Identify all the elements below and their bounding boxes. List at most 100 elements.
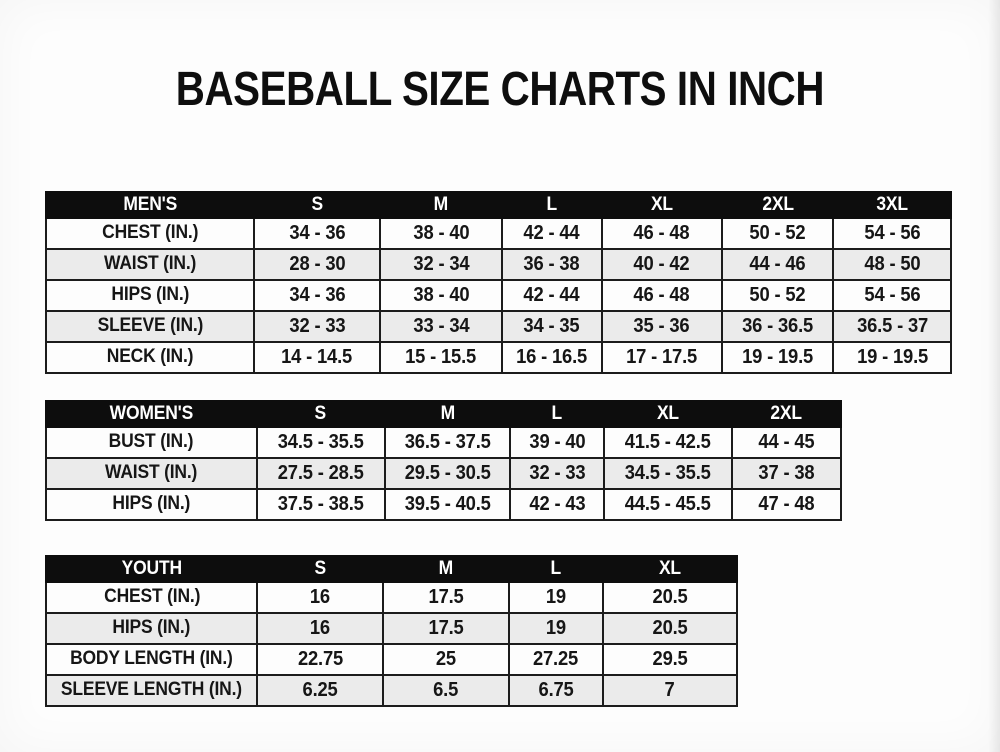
column-header: S (256, 554, 385, 583)
size-value: 38 - 40 (378, 216, 504, 250)
table-row: WAIST (IN.) 28 - 30 32 - 34 36 - 38 40 - 42 4… (44, 247, 952, 281)
size-value: 16 (256, 611, 385, 645)
table-row: HIPS (IN.) 37.5 - 38.5 39.5 - 40.5 42 - 43 4… (45, 487, 842, 521)
size-value: 46 - 48 (600, 278, 724, 312)
table-title-cell: WOMEN'S (45, 399, 258, 428)
size-value: 15 - 15.5 (378, 340, 504, 374)
table-row: CHEST (IN.) 16 17.5 19 20.5 (44, 580, 739, 614)
size-value: 44 - 45 (731, 425, 842, 459)
size-value: 38 - 40 (378, 278, 504, 312)
size-value: 40 - 42 (600, 247, 724, 281)
size-value: 17.5 (382, 611, 510, 645)
header-row: MEN'S S M L XL 2XL 3XL (44, 190, 952, 219)
size-value: 36.5 - 37 (832, 309, 952, 343)
size-value: 34 - 35 (501, 309, 603, 343)
row-label: HIPS (IN.) (44, 278, 256, 312)
size-value: 34 - 36 (253, 278, 381, 312)
size-value: 46 - 48 (600, 216, 724, 250)
size-value: 16 (256, 580, 385, 614)
size-value: 22.75 (256, 642, 385, 676)
page-title-text: BASEBALL SIZE CHARTS IN INCH (175, 63, 825, 116)
size-value: 37 - 38 (731, 456, 842, 490)
row-label: SLEEVE (IN.) (44, 309, 256, 343)
size-value: 50 - 52 (720, 216, 835, 250)
column-header: M (378, 190, 504, 219)
size-value: 41.5 - 42.5 (603, 425, 734, 459)
size-value: 29.5 (601, 642, 739, 676)
header-row: YOUTH S M L XL (44, 554, 739, 583)
table-row: WAIST (IN.) 27.5 - 28.5 29.5 - 30.5 32 - 33… (45, 456, 842, 490)
size-value: 42 - 44 (501, 216, 603, 250)
row-label: CHEST (IN.) (44, 216, 256, 250)
tables-container: MEN'S S M L XL 2XL 3XL CHEST (IN.) 34 - 36 38 - 4… (44, 190, 1000, 707)
size-value: 19 (507, 580, 604, 614)
size-value: 37.5 - 38.5 (255, 487, 386, 521)
column-header: M (382, 554, 510, 583)
column-header: 3XL (832, 190, 952, 219)
column-header: XL (600, 190, 724, 219)
table-row: HIPS (IN.) 34 - 36 38 - 40 42 - 44 46 - 48 50… (44, 278, 952, 312)
column-header: S (253, 190, 381, 219)
size-value: 36 - 38 (501, 247, 603, 281)
row-label: BUST (IN.) (45, 425, 258, 459)
size-value: 14 - 14.5 (253, 340, 381, 374)
size-value: 29.5 - 30.5 (383, 456, 512, 490)
size-value: 44.5 - 45.5 (603, 487, 734, 521)
youth-size-table: YOUTH S M L XL CHEST (IN.) 16 17.5 19 20.5 HIPS (I… (44, 554, 739, 707)
table-title-cell: MEN'S (44, 190, 256, 219)
column-header: L (501, 190, 603, 219)
size-value: 34 - 36 (253, 216, 381, 250)
header-row: WOMEN'S S M L XL 2XL (45, 399, 842, 428)
row-label: CHEST (IN.) (44, 580, 259, 614)
size-value: 34.5 - 35.5 (255, 425, 386, 459)
size-value: 6.25 (256, 673, 385, 707)
table-row: HIPS (IN.) 16 17.5 19 20.5 (44, 611, 739, 645)
size-value: 6.75 (507, 673, 604, 707)
column-header: M (383, 399, 512, 428)
size-value: 32 - 33 (253, 309, 381, 343)
size-value: 36.5 - 37.5 (383, 425, 512, 459)
size-value: 7 (601, 673, 739, 707)
size-value: 20.5 (601, 580, 739, 614)
size-value: 19 - 19.5 (832, 340, 952, 374)
row-label: NECK (IN.) (44, 340, 256, 374)
size-value: 42 - 44 (501, 278, 603, 312)
size-value: 20.5 (601, 611, 739, 645)
size-value: 34.5 - 35.5 (603, 456, 734, 490)
mens-size-table: MEN'S S M L XL 2XL 3XL CHEST (IN.) 34 - 36 38 - 4… (44, 190, 952, 374)
size-value: 25 (382, 642, 510, 676)
size-value: 17.5 (382, 580, 510, 614)
table-row: CHEST (IN.) 34 - 36 38 - 40 42 - 44 46 - 48 5… (44, 216, 952, 250)
column-header: XL (601, 554, 739, 583)
size-value: 35 - 36 (600, 309, 724, 343)
table-row: NECK (IN.) 14 - 14.5 15 - 15.5 16 - 16.5 17 … (44, 340, 952, 374)
size-value: 16 - 16.5 (501, 340, 603, 374)
page-title: BASEBALL SIZE CHARTS IN INCH (0, 0, 1000, 117)
size-value: 54 - 56 (832, 278, 952, 312)
size-value: 48 - 50 (832, 247, 952, 281)
column-header: 2XL (720, 190, 835, 219)
row-label: HIPS (IN.) (45, 487, 258, 521)
size-value: 27.25 (507, 642, 604, 676)
table-row: SLEEVE (IN.) 32 - 33 33 - 34 34 - 35 35 - 36… (44, 309, 952, 343)
size-value: 17 - 17.5 (600, 340, 724, 374)
size-value: 36 - 36.5 (720, 309, 835, 343)
size-value: 39.5 - 40.5 (383, 487, 512, 521)
row-label: HIPS (IN.) (44, 611, 259, 645)
row-label: WAIST (IN.) (45, 456, 258, 490)
size-value: 32 - 33 (509, 456, 606, 490)
row-label: BODY LENGTH (IN.) (44, 642, 259, 676)
womens-size-table: WOMEN'S S M L XL 2XL BUST (IN.) 34.5 - 35.5 36.5… (45, 399, 842, 521)
column-header: L (509, 399, 606, 428)
size-value: 33 - 34 (378, 309, 504, 343)
table-row: SLEEVE LENGTH (IN.) 6.25 6.5 6.75 7 (44, 673, 739, 707)
size-value: 39 - 40 (509, 425, 606, 459)
size-value: 19 (507, 611, 604, 645)
size-value: 6.5 (382, 673, 510, 707)
row-label: SLEEVE LENGTH (IN.) (44, 673, 259, 707)
row-label: WAIST (IN.) (44, 247, 256, 281)
size-value: 32 - 34 (378, 247, 504, 281)
size-value: 27.5 - 28.5 (255, 456, 386, 490)
column-header: L (507, 554, 604, 583)
